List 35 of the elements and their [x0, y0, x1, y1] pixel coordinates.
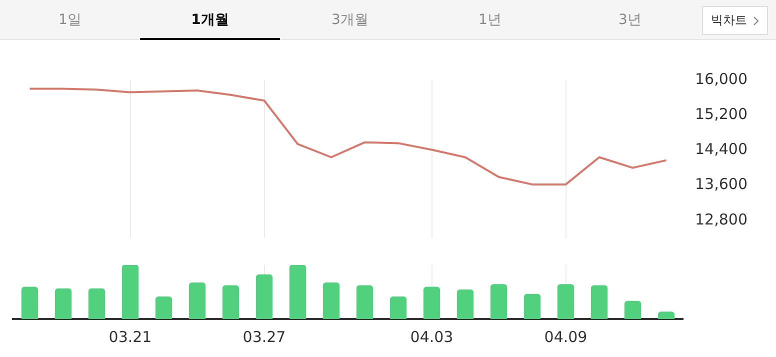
x-tick-label: 04.03	[410, 328, 454, 346]
text: 3년	[618, 10, 642, 30]
bar	[658, 312, 675, 319]
y-tick-label: 13,600	[695, 175, 748, 194]
text: 3개월	[330, 10, 370, 30]
bar	[423, 286, 440, 319]
bar	[222, 285, 240, 319]
text: 빅차트	[711, 12, 747, 29]
x-tick-label: 03.27	[242, 328, 286, 346]
bar	[356, 285, 374, 319]
bar	[88, 288, 106, 319]
bar	[490, 284, 508, 319]
y-tick-label: 14,400	[695, 140, 748, 158]
x-tick-label: 03.21	[108, 328, 152, 346]
bar	[188, 282, 206, 319]
bar	[289, 265, 306, 319]
y-tick-label: 12,800	[695, 210, 748, 228]
text: 1개월	[140, 0, 280, 40]
bar	[390, 296, 407, 319]
text: 1년	[478, 10, 502, 30]
bar	[557, 284, 574, 319]
x-tick-label: 04.09	[544, 328, 588, 346]
y-tick-label: 15,200	[695, 105, 748, 123]
y-tick-label: 16,000	[695, 70, 748, 88]
bar	[54, 288, 72, 319]
bar	[524, 294, 541, 319]
bar	[590, 285, 608, 319]
bar	[456, 290, 474, 319]
bar	[155, 296, 172, 319]
bar	[122, 265, 139, 319]
bar	[322, 282, 340, 319]
text: 1일	[58, 10, 82, 30]
bar	[21, 286, 38, 319]
bar	[624, 300, 642, 319]
bar	[256, 274, 273, 319]
